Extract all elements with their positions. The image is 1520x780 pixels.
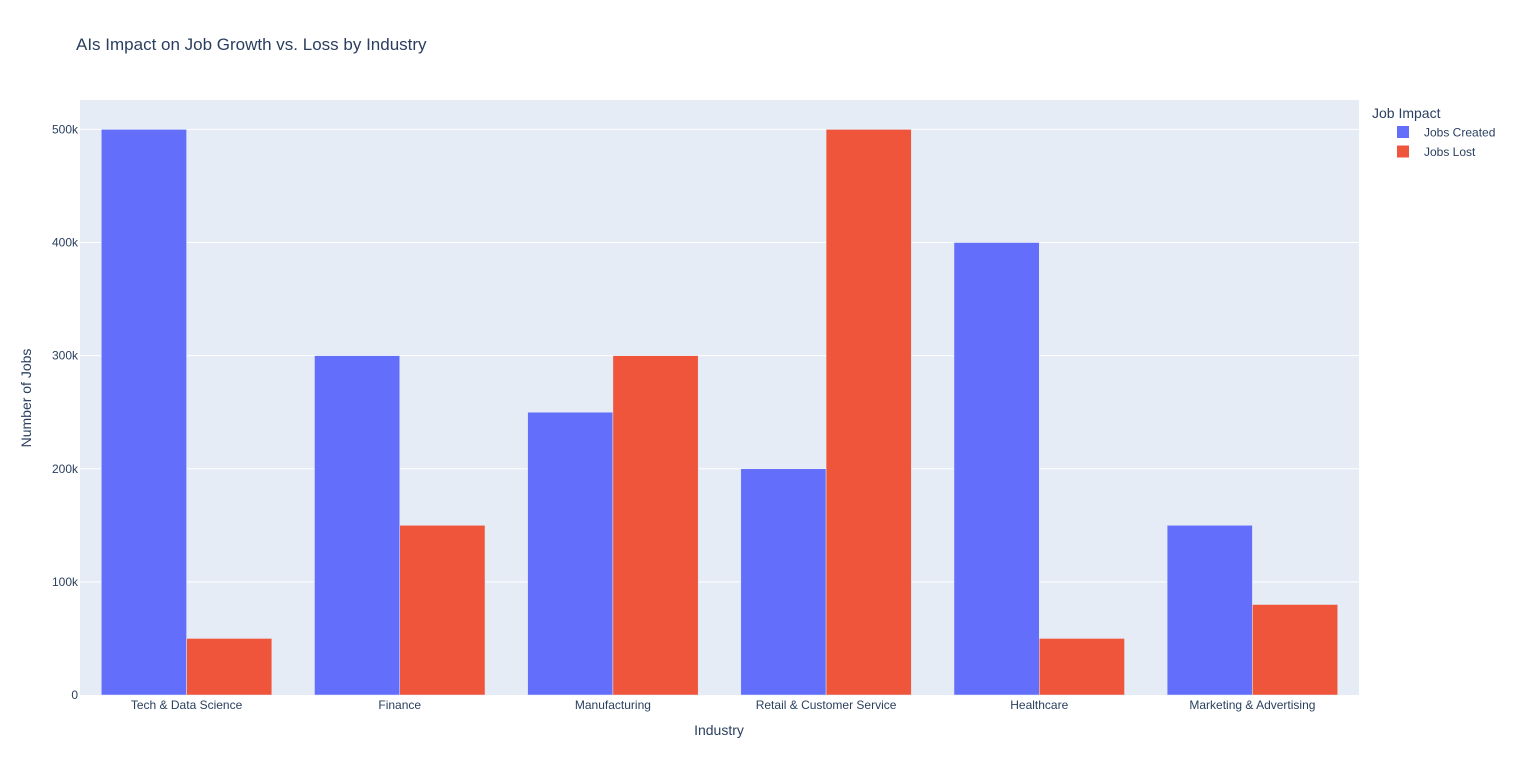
bar-jobs-lost-0 [186, 638, 273, 696]
y-tick-label: 200k [52, 462, 79, 476]
legend-item-label[interactable]: Jobs Created [1424, 126, 1495, 140]
bar-jobs-created-0 [101, 129, 187, 696]
legend-swatch [1397, 145, 1409, 158]
bar-jobs-lost-5 [1252, 604, 1338, 696]
bar-jobs-lost-2 [612, 355, 699, 696]
bar-jobs-created-2 [527, 411, 614, 696]
x-tick-label: Healthcare [1010, 698, 1068, 712]
bar-jobs-created-3 [740, 468, 827, 696]
x-tick-label: Marketing & Advertising [1189, 698, 1315, 712]
y-axis-label: Number of Jobs [18, 349, 34, 448]
legend-items: Jobs Created Jobs Lost [1397, 126, 1495, 159]
legend-title: Job Impact [1372, 105, 1441, 121]
y-tick-labels: 0 100k 200k 300k 400k 500k [52, 122, 79, 702]
plot-area [80, 100, 1359, 695]
bar-jobs-created-5 [1166, 525, 1253, 696]
x-axis-label: Industry [694, 722, 744, 738]
y-tick-label: 100k [52, 575, 79, 589]
y-tick-label: 500k [52, 122, 79, 136]
bar-jobs-lost-1 [399, 525, 486, 696]
x-tick-label: Manufacturing [575, 698, 651, 712]
bars [101, 129, 1338, 696]
bar-jobs-lost-3 [825, 129, 912, 696]
x-tick-label: Tech & Data Science [131, 698, 243, 712]
y-tick-label: 0 [71, 688, 78, 702]
gridlines [80, 128, 1359, 583]
legend-item-label[interactable]: Jobs Lost [1424, 145, 1476, 159]
bar-jobs-lost-4 [1039, 638, 1125, 696]
legend: Job Impact Jobs Created Jobs Lost [1372, 105, 1495, 159]
y-tick-label: 400k [52, 236, 79, 250]
legend-swatch [1397, 126, 1409, 138]
chart-title: AIs Impact on Job Growth vs. Loss by Ind… [76, 35, 427, 54]
x-tick-label: Retail & Customer Service [756, 698, 897, 712]
x-tick-label: Finance [378, 698, 421, 712]
x-tick-labels: Tech & Data Science Finance Manufacturing R… [131, 698, 1316, 712]
bar-jobs-created-4 [953, 242, 1040, 696]
y-tick-label: 300k [52, 349, 79, 363]
bar-jobs-created-1 [314, 355, 401, 696]
